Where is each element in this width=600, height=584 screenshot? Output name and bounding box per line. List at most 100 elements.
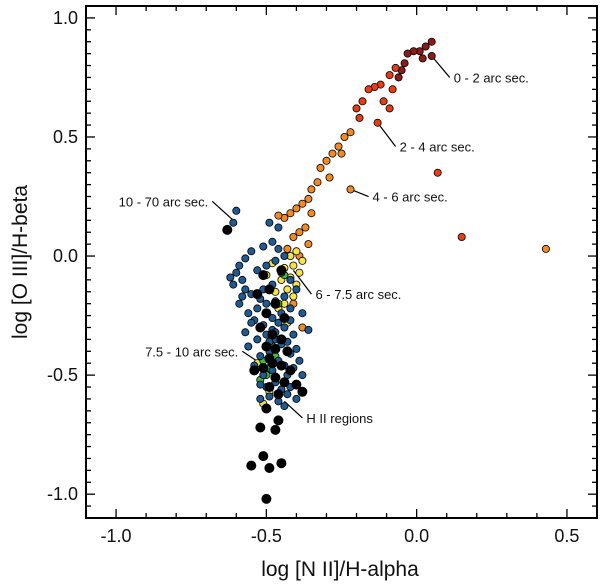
data-point xyxy=(304,240,313,249)
plot-frame xyxy=(85,5,598,519)
data-point xyxy=(400,59,409,68)
data-point xyxy=(292,247,301,256)
data-point xyxy=(264,382,275,392)
data-point xyxy=(268,313,277,322)
data-point xyxy=(289,232,298,241)
data-point xyxy=(433,168,442,177)
data-point xyxy=(229,280,238,289)
data-point xyxy=(295,228,304,237)
data-point xyxy=(249,365,260,376)
data-point xyxy=(292,344,301,353)
data-point xyxy=(286,209,295,218)
data-point xyxy=(222,224,233,235)
annotation-leader xyxy=(377,122,397,147)
x-tick-label: 0.0 xyxy=(404,526,429,546)
data-point xyxy=(256,394,265,403)
data-point xyxy=(304,325,313,334)
data-point xyxy=(241,254,250,263)
data-point xyxy=(307,185,316,194)
annotation-label: 0 - 2 arc sec. xyxy=(454,70,529,85)
data-point xyxy=(289,292,298,301)
data-point xyxy=(276,360,287,371)
data-point xyxy=(229,218,238,227)
data-point xyxy=(421,42,430,51)
data-point xyxy=(358,97,367,106)
data-point xyxy=(337,149,346,158)
data-point xyxy=(255,322,266,333)
data-point xyxy=(270,298,281,309)
data-point xyxy=(457,232,466,241)
data-point xyxy=(346,128,355,137)
annotation-leader xyxy=(211,200,234,221)
data-point xyxy=(313,178,322,187)
data-point xyxy=(265,218,274,227)
data-point xyxy=(268,237,277,246)
data-point xyxy=(252,289,263,300)
data-point xyxy=(246,460,257,471)
data-point xyxy=(258,451,269,462)
data-point xyxy=(283,390,292,399)
data-point xyxy=(292,394,301,403)
data-point xyxy=(276,334,287,345)
data-point xyxy=(247,318,256,327)
data-point xyxy=(388,85,397,94)
data-point xyxy=(328,149,337,158)
y-axis-title: log [O III]/H-beta xyxy=(9,185,32,339)
data-point xyxy=(298,256,307,265)
data-point xyxy=(297,386,308,397)
data-point xyxy=(283,244,292,253)
annotation-label: 7.5 - 10 arc sec. xyxy=(145,344,238,359)
data-point xyxy=(267,329,278,340)
data-point xyxy=(279,313,290,323)
data-point xyxy=(244,309,253,318)
data-point xyxy=(286,275,295,284)
data-point xyxy=(283,285,292,294)
data-point xyxy=(253,266,262,275)
data-point xyxy=(258,270,269,281)
data-point xyxy=(271,256,280,265)
data-point xyxy=(298,309,307,318)
data-point xyxy=(270,424,281,435)
data-point xyxy=(289,330,298,339)
annotation-label: 6 - 7.5 arc sec. xyxy=(315,287,401,302)
data-point xyxy=(291,379,302,390)
y-tick-label: 0.0 xyxy=(53,246,78,266)
annotation-label: 2 - 4 arc sec. xyxy=(400,140,475,155)
annotation-leaders xyxy=(211,55,451,419)
data-point xyxy=(427,52,436,61)
data-point xyxy=(226,273,235,282)
data-point xyxy=(282,346,293,357)
data-point xyxy=(403,49,412,58)
y-tick-label: 0.5 xyxy=(53,127,78,147)
data-point xyxy=(232,268,241,277)
data-point xyxy=(244,342,253,351)
data-point xyxy=(298,199,307,208)
data-point xyxy=(256,380,265,389)
data-point xyxy=(418,54,427,63)
data-point xyxy=(258,363,269,373)
y-tick-label: -0.5 xyxy=(47,365,78,385)
x-axis-title: log [N II]/H-alpha xyxy=(261,558,419,581)
data-point xyxy=(292,285,301,294)
data-point xyxy=(280,323,289,332)
data-point xyxy=(261,341,272,352)
data-point xyxy=(352,104,361,113)
data-point xyxy=(264,284,275,295)
data-point xyxy=(261,403,272,414)
data-point xyxy=(262,261,271,270)
data-point xyxy=(427,37,436,46)
data-point xyxy=(355,113,364,122)
data-point xyxy=(307,209,316,218)
data-point xyxy=(238,292,247,301)
data-point xyxy=(289,261,298,270)
data-point xyxy=(316,163,325,172)
data-point xyxy=(270,372,281,383)
data-point xyxy=(276,458,287,469)
data-point xyxy=(322,156,331,165)
data-point xyxy=(280,251,289,260)
data-point xyxy=(391,63,400,72)
annotation-label: 4 - 6 arc sec. xyxy=(373,190,448,205)
data-point xyxy=(292,204,301,213)
data-point xyxy=(285,365,296,376)
data-point xyxy=(235,261,244,270)
